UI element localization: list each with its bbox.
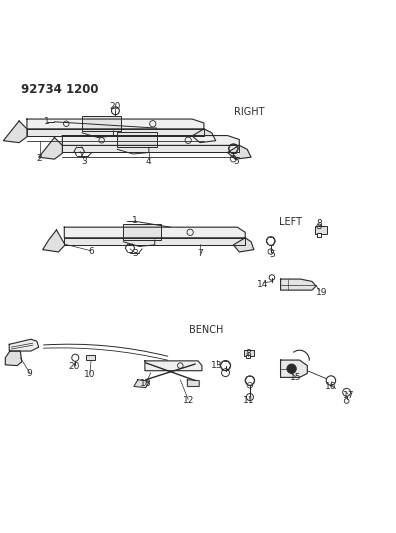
Polygon shape [134,379,150,387]
Text: 11: 11 [244,397,255,406]
Text: 1: 1 [44,117,50,125]
Text: 12: 12 [183,397,194,406]
Text: 15: 15 [290,373,301,382]
Polygon shape [187,379,199,386]
Text: 7: 7 [197,249,203,259]
Text: 6: 6 [88,247,94,256]
Polygon shape [145,361,202,371]
Bar [315,227,327,235]
Polygon shape [227,146,251,159]
Bar [117,132,157,147]
Bar [123,224,161,240]
Polygon shape [233,238,254,252]
Polygon shape [9,339,39,351]
Text: 8: 8 [316,219,322,228]
Text: 16: 16 [325,382,337,391]
Polygon shape [62,135,239,146]
Text: 3: 3 [81,157,87,166]
Polygon shape [281,360,307,377]
Polygon shape [281,279,316,290]
Polygon shape [192,129,216,143]
Bar [246,355,250,358]
Text: 20: 20 [69,362,80,372]
Text: 19: 19 [316,288,327,296]
Text: 5: 5 [234,157,240,166]
Text: 10: 10 [84,370,95,379]
Circle shape [287,364,296,374]
Text: 5: 5 [269,250,275,259]
Polygon shape [64,238,245,245]
Text: RIGHT: RIGHT [234,107,265,117]
Text: BENCH: BENCH [188,325,223,335]
Bar [86,355,95,360]
Polygon shape [3,121,27,143]
Bar [82,116,121,131]
Polygon shape [62,146,239,152]
Text: 13: 13 [211,361,223,370]
Text: 1: 1 [132,216,138,224]
Text: 4: 4 [146,157,152,166]
Text: 20: 20 [110,102,121,110]
Text: 8: 8 [246,349,251,358]
Polygon shape [27,129,204,136]
Text: 92734 1200: 92734 1200 [21,83,99,96]
Text: LEFT: LEFT [279,217,302,228]
Text: 3: 3 [132,249,138,259]
Polygon shape [43,230,65,252]
Text: 9: 9 [27,369,32,378]
Bar [244,350,254,356]
Polygon shape [64,227,245,238]
Polygon shape [27,119,204,129]
Text: 17: 17 [343,391,354,400]
Polygon shape [39,138,62,159]
Polygon shape [5,351,22,366]
Bar [317,233,321,237]
Text: 14: 14 [257,280,268,289]
Text: 18: 18 [140,379,152,388]
Text: 2: 2 [37,154,42,163]
